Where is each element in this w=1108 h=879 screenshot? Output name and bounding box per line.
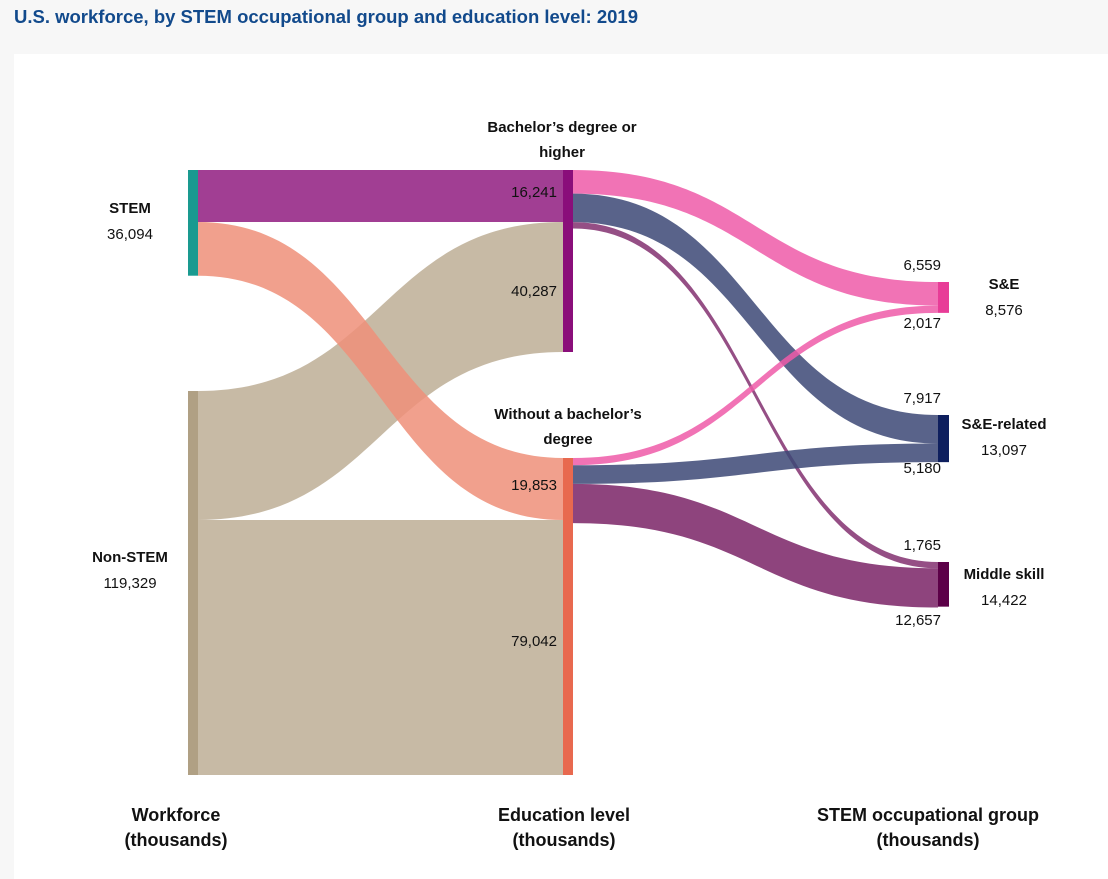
link-label-nonstem-bach: 40,287 xyxy=(511,283,557,300)
stage-label-occupation-line1: STEM occupational group xyxy=(817,805,1039,825)
link-stem-nobach xyxy=(198,222,563,520)
chart-title: U.S. workforce, by STEM occupational gro… xyxy=(14,6,638,27)
node-bar-middle xyxy=(938,562,949,607)
node-bar-nonstem xyxy=(188,391,198,775)
node-bar-stem xyxy=(188,170,198,276)
node-value-middle: 14,422 xyxy=(981,592,1027,609)
node-label-bach-line1: Bachelor’s degree or xyxy=(487,119,636,136)
link-stem-bach xyxy=(198,170,563,222)
node-bar-bach xyxy=(563,170,573,352)
stage-label-education-line2: (thousands) xyxy=(513,830,616,850)
link-bach-serelated xyxy=(573,193,938,444)
link-label-nobach-serelated: 5,180 xyxy=(903,460,941,477)
node-value-nonstem: 119,329 xyxy=(103,575,156,592)
link-nobach-middle xyxy=(573,483,938,608)
node-value-stem: 36,094 xyxy=(107,226,153,243)
link-label-stem-bach: 16,241 xyxy=(511,184,557,201)
link-bach-middle xyxy=(573,222,938,569)
link-label-bach-se: 6,559 xyxy=(903,257,941,274)
stage-label-workforce-line1: Workforce xyxy=(132,805,221,825)
node-label-se: S&E xyxy=(989,276,1020,293)
node-label-middle: Middle skill xyxy=(964,566,1045,583)
link-label-nonstem-nobach: 79,042 xyxy=(511,633,557,650)
stage-label-education-line1: Education level xyxy=(498,805,630,825)
link-nobach-se xyxy=(573,305,938,466)
node-bar-se xyxy=(938,282,949,313)
node-value-se: 8,576 xyxy=(985,302,1023,319)
node-value-serelated: 13,097 xyxy=(981,442,1027,459)
link-label-bach-serelated: 7,917 xyxy=(903,390,941,407)
node-bar-nobach xyxy=(563,458,573,775)
link-label-nobach-middle: 12,657 xyxy=(895,612,941,629)
node-label-stem: STEM xyxy=(109,200,151,217)
sankey-links xyxy=(198,170,938,775)
node-label-nonstem: Non-STEM xyxy=(92,549,168,566)
link-nobach-serelated xyxy=(573,443,938,484)
node-label-serelated: S&E-related xyxy=(961,416,1046,433)
node-label-nobach-line1: Without a bachelor’s xyxy=(494,406,641,423)
link-label-nobach-se: 2,017 xyxy=(903,315,941,332)
sankey-nodes xyxy=(188,170,949,775)
node-bar-serelated xyxy=(938,415,949,463)
link-label-stem-nobach: 19,853 xyxy=(511,477,557,494)
stage-label-workforce-line2: (thousands) xyxy=(125,830,228,850)
link-label-bach-middle: 1,765 xyxy=(903,537,941,554)
stage-label-occupation-line2: (thousands) xyxy=(877,830,980,850)
node-label-nobach-line2: degree xyxy=(543,431,592,448)
link-bach-se xyxy=(573,170,938,306)
link-nonstem-nobach xyxy=(198,520,563,775)
node-label-bach-line2: higher xyxy=(539,144,585,161)
